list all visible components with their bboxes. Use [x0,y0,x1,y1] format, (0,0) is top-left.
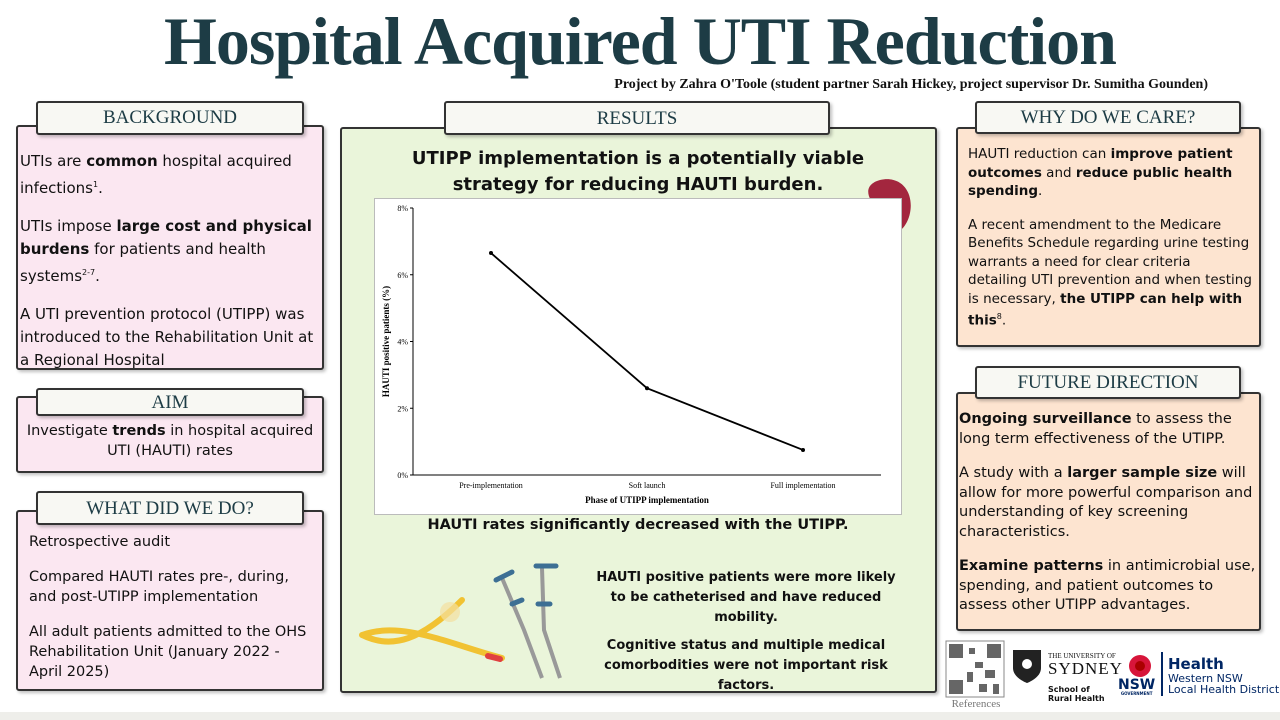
text: larger sample size [1067,465,1218,481]
y-tick-label: 8% [397,204,408,213]
footer-strip [0,712,1280,720]
logo-text: Western NSW [1168,671,1243,685]
data-line [490,252,804,451]
y-tick-label: 2% [397,404,408,413]
y-tick-label: 4% [397,338,408,347]
text: in antimicrobial use, spending, and pati… [959,558,1256,613]
logo-text: Rural Health [1048,694,1105,703]
logo-text: NSW [1118,677,1156,693]
finding: HAUTI positive patients were more likely… [596,570,896,625]
panel-heading: WHY DO WE CARE? [975,101,1241,134]
line-chart: 0% 2% 4% 6% 8% HAUTI positive patients (%) Pha… [374,198,902,515]
text: the UTIPP can help with this [968,290,1243,329]
text: HAUTI reduction can [968,146,1111,162]
finding: Cognitive status and multiple medical co… [604,638,888,693]
y-axis-title: HAUTI positive patients (%) [381,286,391,397]
panel-text: Retrospective audit Compared HAUTI rates… [29,532,314,697]
future-panel [956,392,1261,631]
logo-text: GOVERNMENT [1120,691,1153,696]
text: large cost and physical burdens [20,217,312,258]
y-tick-label: 0% [397,471,408,480]
text: hospital acquired infections [20,152,292,197]
text: Ongoing surveillance [959,411,1132,427]
x-tick-label: Pre-implementation [459,481,523,490]
text: UTIs are [20,152,87,170]
x-tick-label: Full implementation [770,481,835,490]
why-panel [956,127,1261,347]
title: Hospital Acquired UTI Reduction [163,3,1117,79]
citation: 2-7 [82,268,96,277]
panel-heading: AIM [36,388,304,416]
text: Compared HAUTI rates pre-, during, and p… [29,569,289,605]
university-crest [1013,650,1041,683]
citation: 8 [996,312,1002,321]
panel-heading: RESULTS [444,101,830,135]
data-point [489,251,493,256]
health-logo: Health Western NSW Local Health District [1168,655,1280,697]
results-findings: HAUTI positive patients were more likely… [596,568,896,696]
text: Investigate [26,423,113,439]
panel-text: Investigate trends in hospital acquired … [24,421,316,461]
text: improve patient outcomes [968,146,1233,181]
text: and [1041,164,1076,181]
subtitle: Project by Zahra O'Toole (student partne… [614,77,1208,92]
text: will allow for more powerful comparison … [959,465,1253,540]
university-logo: THE UNIVERSITY OF SYDNEY [1048,652,1123,678]
text: reduce public health spending [968,164,1233,200]
methods-panel [16,510,324,691]
panel-text: UTIs are common hospital acquired infect… [20,150,318,387]
panel-heading: FUTURE DIRECTION [975,366,1241,399]
waratah-icon [1129,655,1151,677]
panel-text: Ongoing surveillance to assess the long … [959,410,1257,631]
catheter-crutches-illustration [359,563,562,679]
divider [1161,652,1163,696]
text: All adult patients admitted to the OHS R… [29,624,307,680]
results-headline: UTIPP implementation is a potentially vi… [411,148,865,195]
text: common [86,152,158,170]
logo-text: SYDNEY [1048,659,1123,678]
logo-text: THE UNIVERSITY OF [1048,652,1116,660]
qr-caption: References [951,698,1001,710]
x-tick-label: Soft launch [629,481,666,490]
text: UTIs impose [20,217,117,235]
text: in hospital acquired UTI (HAUTI) rates [107,423,314,459]
text: A study with a [959,465,1068,481]
text: . [98,179,103,197]
logo-text: School of [1048,685,1090,694]
text: . [95,267,100,285]
y-tick-label: 6% [397,271,408,280]
results-conclusion: HAUTI rates significantly decreased with… [427,517,849,533]
text: A UTI prevention protocol (UTIPP) was in… [20,305,314,369]
nsw-logo: NSW GOVERNMENT [1118,678,1155,696]
panel-text: HAUTI reduction can improve patient outc… [968,145,1253,345]
logo-text: Health [1168,655,1224,673]
text: trends [112,423,166,439]
text: Retrospective audit [29,534,171,550]
background-panel [16,125,324,370]
school-logo: School of Rural Health [1048,685,1105,703]
text: to assess the long term effectiveness of… [959,411,1232,447]
x-axis-title: Phase of UTIPP implementation [585,495,709,505]
text: . [1001,312,1007,329]
panel-heading: WHAT DID WE DO? [36,491,304,525]
text: . [1038,183,1043,199]
panel-heading: BACKGROUND [36,101,304,135]
data-point [801,447,805,452]
text: Examine patterns [959,558,1104,574]
text: for patients and health systems [20,240,266,285]
qr-code [945,640,1005,698]
citation: 1 [92,180,99,189]
logo-text: Local Health District [1168,683,1280,697]
text: A recent amendment to the Medicare Benef… [968,216,1252,307]
data-point [645,386,649,391]
